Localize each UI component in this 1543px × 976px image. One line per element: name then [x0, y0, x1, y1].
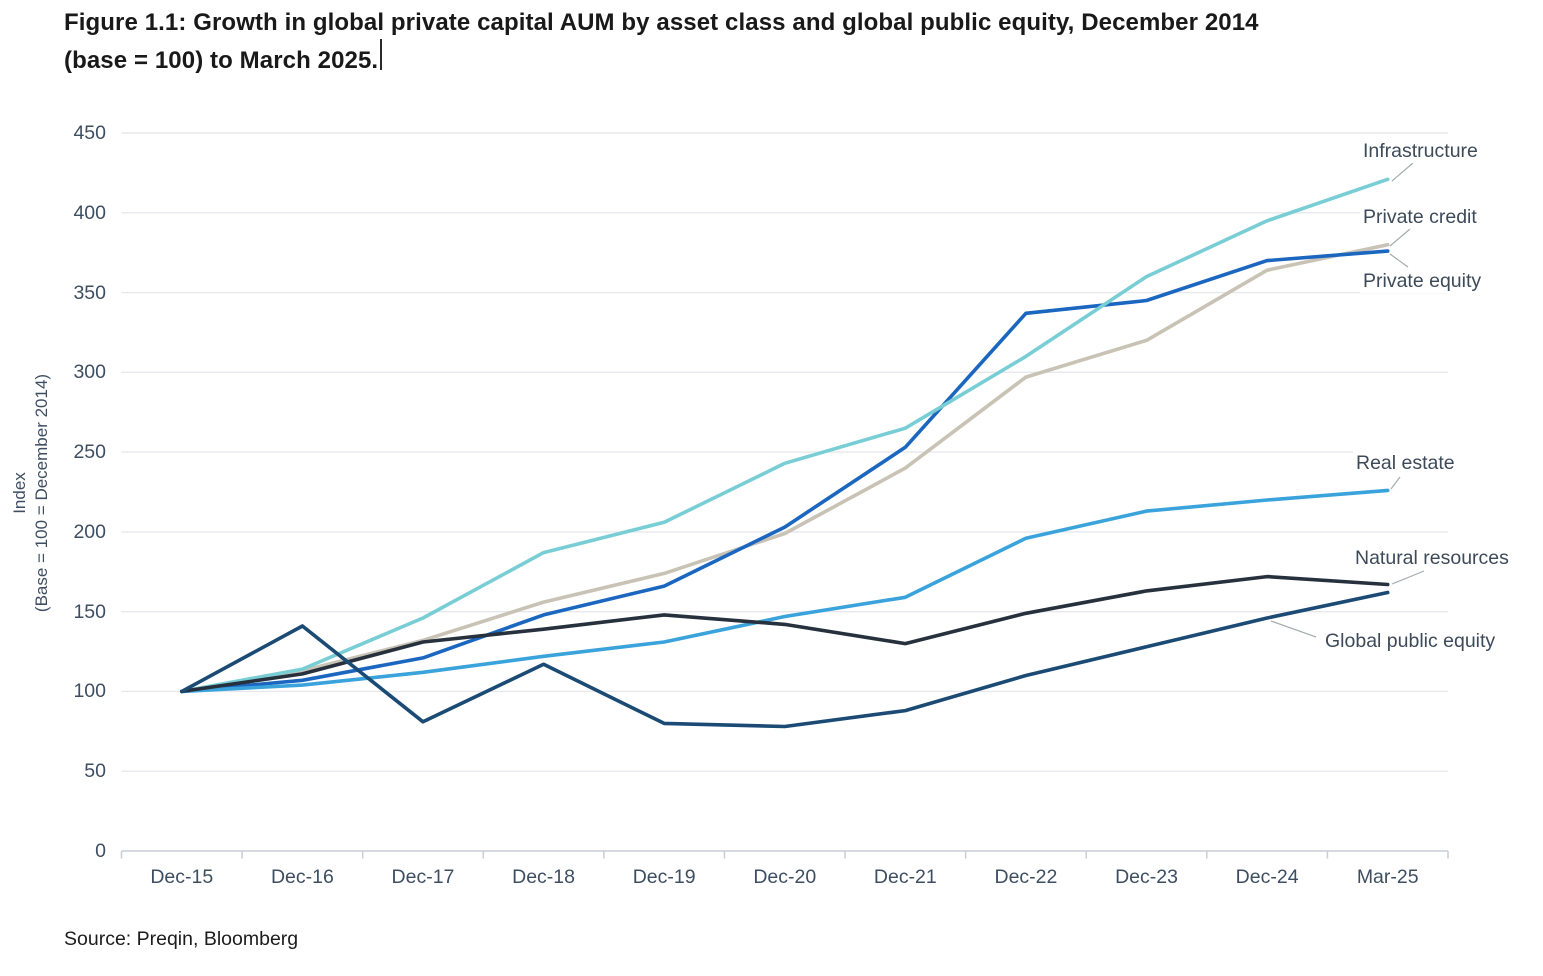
series-label-private-credit: Private credit: [1360, 205, 1480, 229]
y-axis-title-line1: Index: [10, 472, 29, 514]
callout-line-private-equity: [1389, 253, 1409, 268]
y-tick-label-50: 50: [84, 760, 106, 783]
x-tick-label-dec-19: Dec-19: [632, 866, 696, 888]
y-tick-label-150: 150: [73, 600, 106, 623]
y-tick-label-250: 250: [73, 441, 106, 464]
series-label-infrastructure: Infrastructure: [1360, 139, 1481, 163]
series-line-private-credit: [180, 242, 1390, 694]
series-line-private-equity: [180, 249, 1390, 694]
x-tick-label-dec-18: Dec-18: [512, 866, 575, 888]
chart-title-line2: (base = 100) to March 2025.: [64, 47, 379, 74]
callout-line-global-public-equity: [1270, 620, 1317, 638]
y-tick-label-350: 350: [73, 281, 106, 304]
callout-line-private-credit: [1389, 228, 1411, 247]
chart-title: Figure 1.1: Growth in global private cap…: [64, 4, 1259, 80]
y-tick-label-400: 400: [73, 201, 106, 224]
y-tick-label-450: 450: [73, 122, 106, 144]
x-tick-label-dec-16: Dec-16: [270, 866, 334, 888]
y-tick-label-200: 200: [73, 520, 106, 543]
x-tick-label-dec-21: Dec-21: [873, 866, 937, 888]
source-note: Source: Preqin, Bloomberg: [64, 928, 299, 950]
x-tick-label-dec-22: Dec-22: [994, 866, 1058, 888]
chart-title-line1: Figure 1.1: Growth in global private cap…: [64, 9, 1259, 36]
series-label-private-equity: Private equity: [1360, 269, 1485, 293]
y-axis-title: Index (Base = 100 = December 2014): [9, 343, 53, 643]
y-tick-label-300: 300: [73, 361, 106, 384]
x-tick-label-dec-15: Dec-15: [150, 866, 214, 888]
x-tick-label-dec-20: Dec-20: [753, 866, 817, 888]
x-tick-label-mar-25: Mar-25: [1356, 866, 1419, 888]
series-line-natural-resources: [180, 574, 1390, 694]
series-label-global-public-equity: Global public equity: [1322, 629, 1499, 653]
x-tick-label-dec-24: Dec-24: [1235, 866, 1299, 888]
y-tick-label-100: 100: [73, 680, 106, 703]
x-tick-label-dec-23: Dec-23: [1115, 866, 1178, 888]
callout-line-infrastructure: [1391, 162, 1414, 182]
series-label-natural-resources: Natural resources: [1352, 546, 1512, 570]
text-cursor: [380, 39, 382, 70]
y-axis-title-line2: (Base = 100 = December 2014): [32, 373, 51, 613]
x-tick-label-dec-17: Dec-17: [391, 866, 455, 888]
series-line-global-public-equity: [180, 590, 1390, 729]
series-line-real-estate: [180, 488, 1390, 694]
series-label-real-estate: Real estate: [1353, 451, 1458, 475]
series-line-infrastructure: [180, 177, 1390, 694]
callout-line-real-estate: [1390, 476, 1401, 490]
callout-line-natural-resources: [1391, 570, 1425, 585]
y-tick-label-0: 0: [95, 840, 106, 862]
